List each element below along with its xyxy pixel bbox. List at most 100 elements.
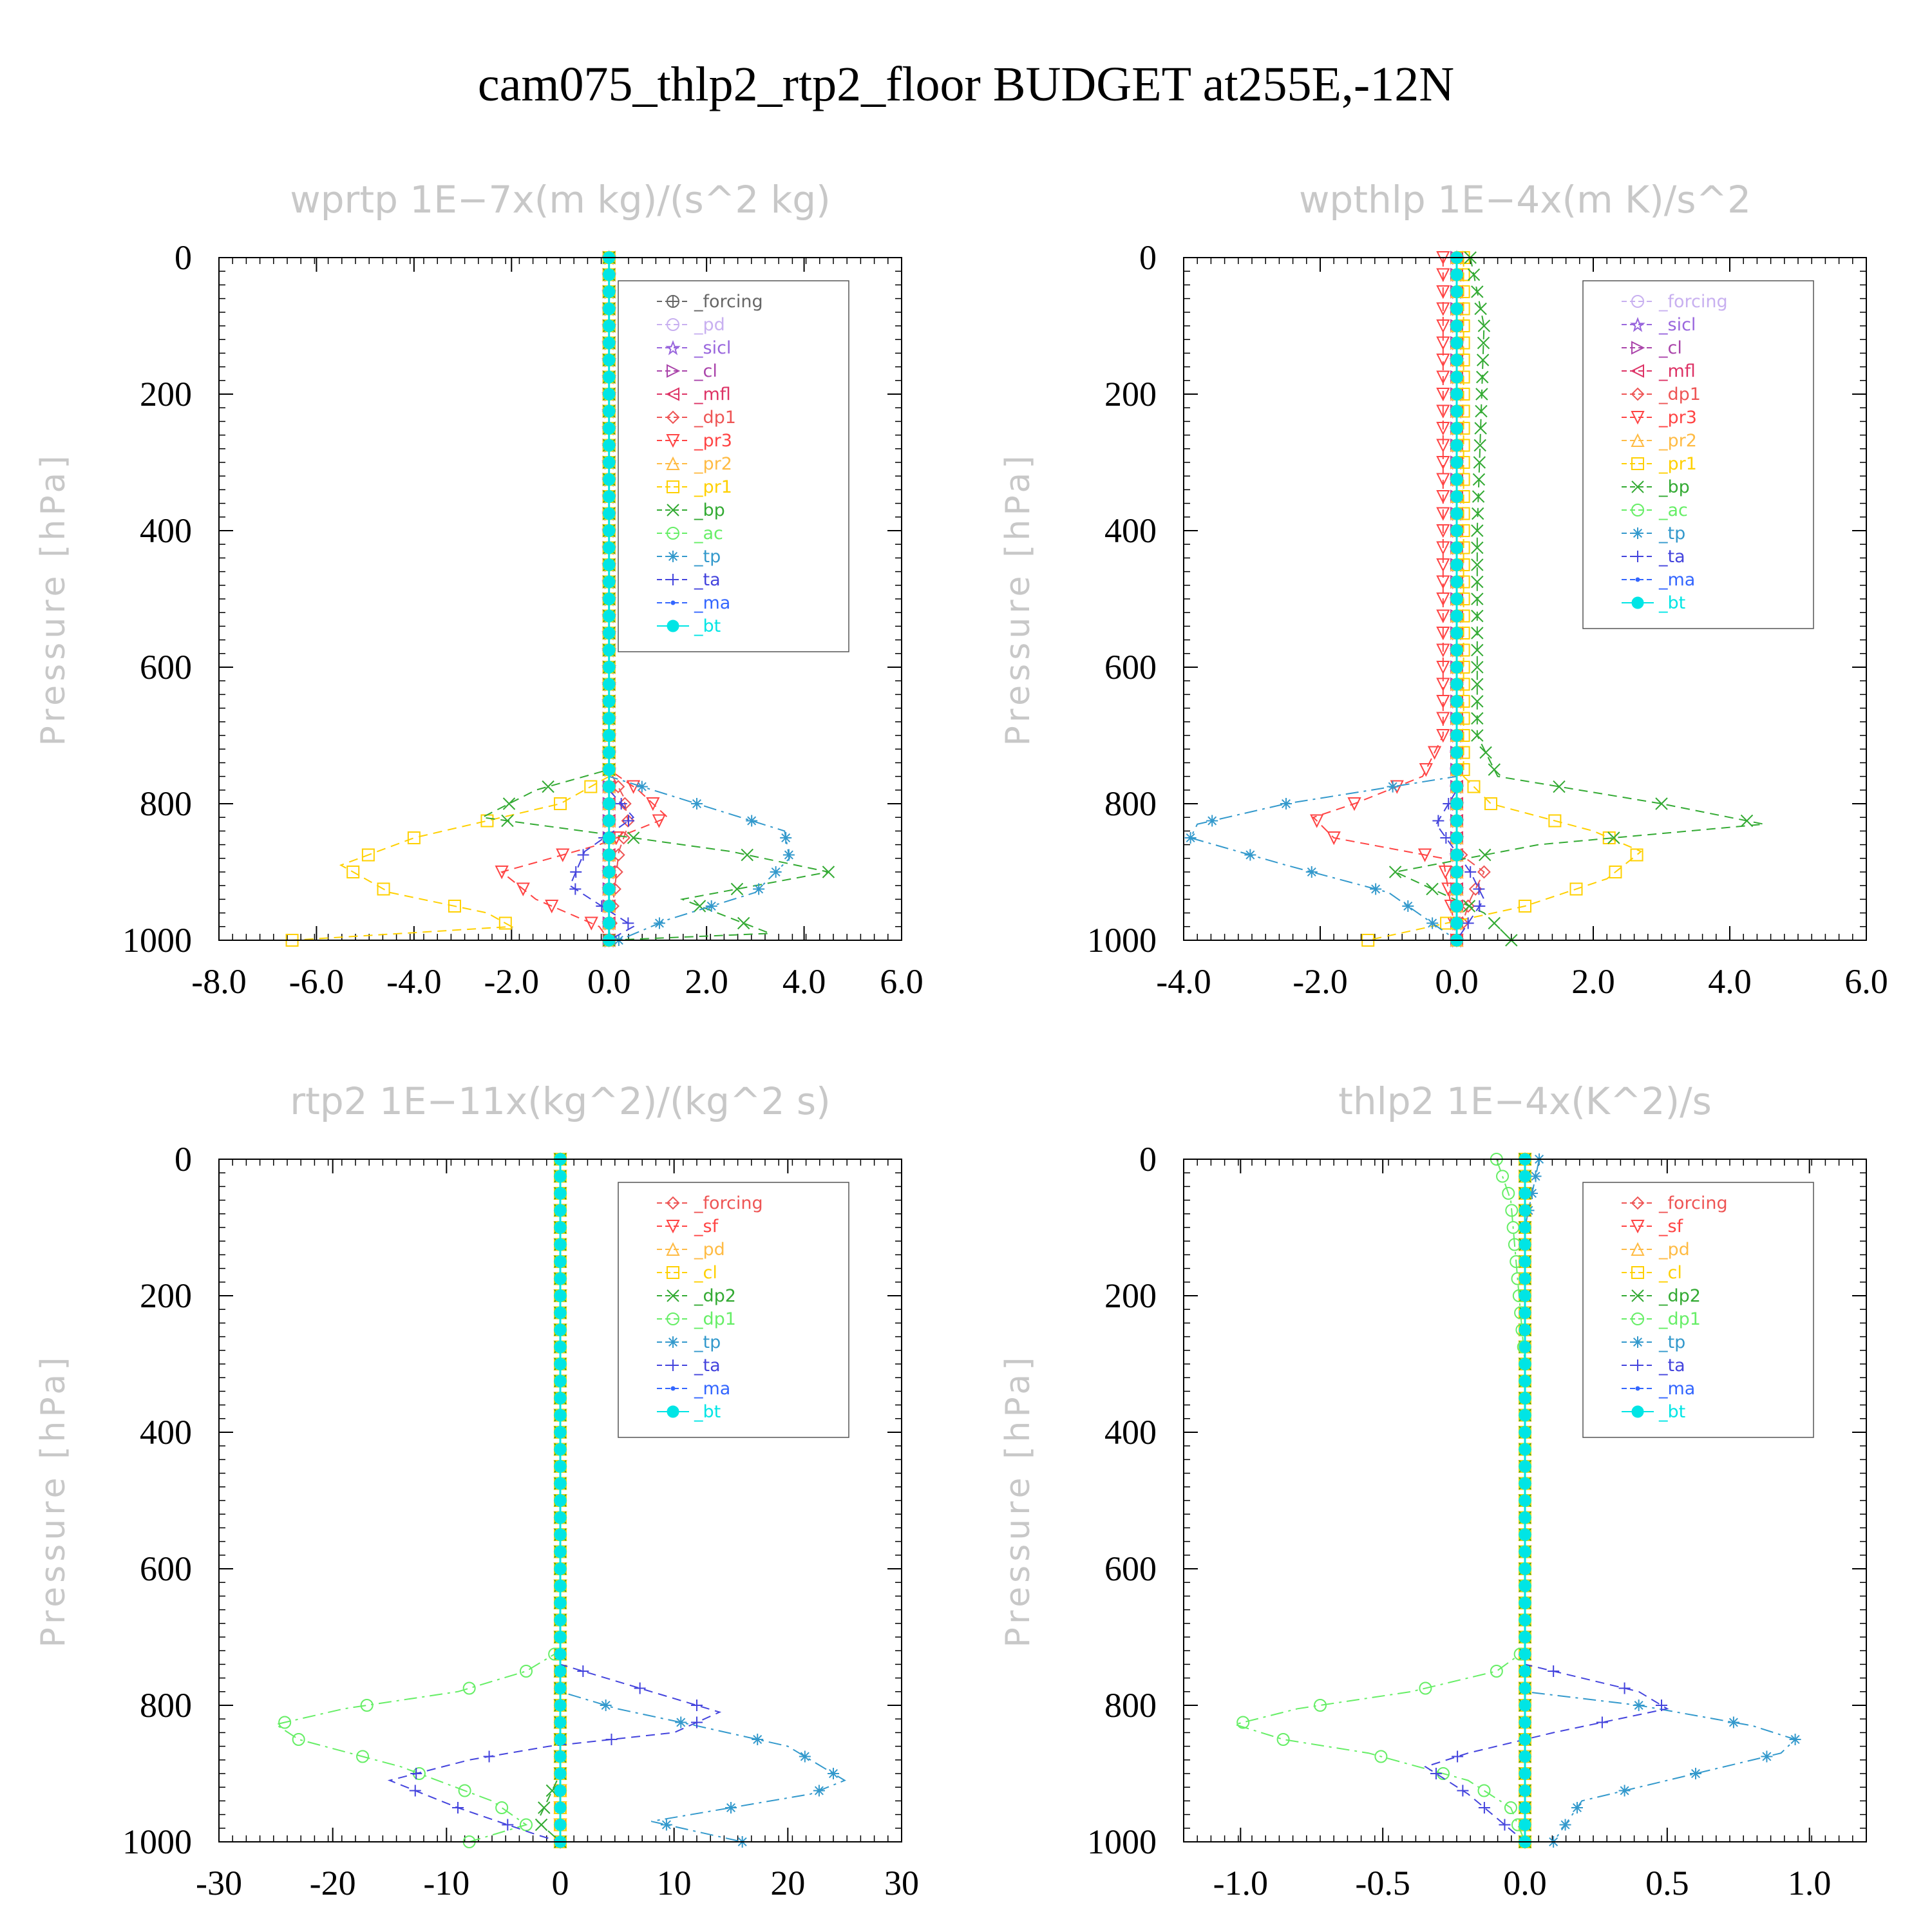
data-point bbox=[1519, 1733, 1531, 1746]
data-point bbox=[569, 883, 582, 895]
data-point bbox=[1484, 797, 1497, 810]
x-tick-label: -1.0 bbox=[1213, 1864, 1268, 1902]
legend-label: _ta bbox=[694, 1356, 721, 1376]
data-point bbox=[1519, 1750, 1531, 1763]
y-tick-label: 400 bbox=[140, 1413, 192, 1452]
data-point bbox=[1519, 1341, 1531, 1353]
data-point bbox=[409, 1785, 421, 1797]
x-tick-label: -6.0 bbox=[289, 962, 344, 1001]
data-point bbox=[691, 1700, 703, 1711]
data-point bbox=[1519, 1785, 1531, 1797]
data-point bbox=[554, 1546, 567, 1558]
data-point bbox=[1450, 524, 1463, 537]
data-point bbox=[1471, 729, 1484, 742]
data-point bbox=[1436, 490, 1450, 504]
series-bp bbox=[1388, 251, 1765, 947]
data-point bbox=[1452, 1750, 1464, 1763]
data-point bbox=[1314, 1699, 1327, 1712]
data-point bbox=[1450, 678, 1463, 690]
legend-item: _cl bbox=[1622, 338, 1682, 358]
data-point bbox=[1450, 695, 1463, 708]
data-point bbox=[554, 1273, 567, 1285]
data-point bbox=[1436, 388, 1450, 402]
data-point bbox=[603, 354, 616, 366]
data-point bbox=[603, 422, 616, 435]
data-point bbox=[361, 848, 375, 862]
legend-label: _pr2 bbox=[1658, 431, 1697, 451]
legend-item: _dp1 bbox=[657, 1309, 736, 1329]
data-point bbox=[603, 917, 616, 929]
data-point bbox=[1519, 1528, 1531, 1541]
data-point bbox=[1426, 917, 1439, 929]
legend-item: _pd bbox=[657, 1240, 725, 1260]
data-point bbox=[1602, 831, 1616, 844]
data-point bbox=[1471, 609, 1484, 623]
x-tick-label: 6.0 bbox=[880, 962, 923, 1001]
data-point bbox=[1427, 746, 1442, 760]
legend-item: _dp1 bbox=[657, 408, 736, 428]
legend-item: _cl bbox=[1622, 1263, 1682, 1283]
legend-marker bbox=[667, 620, 679, 632]
data-point bbox=[1436, 456, 1450, 470]
legend-marker bbox=[1632, 551, 1643, 562]
data-point bbox=[1618, 1785, 1631, 1797]
legend-label: _cl bbox=[694, 361, 717, 381]
legend-marker bbox=[1631, 387, 1645, 401]
data-point bbox=[603, 524, 616, 537]
data-point bbox=[495, 866, 509, 880]
data-point bbox=[1519, 1255, 1531, 1268]
data-point bbox=[1559, 1819, 1571, 1831]
data-point bbox=[1450, 542, 1463, 554]
legend-marker bbox=[665, 387, 679, 401]
legend-marker bbox=[1635, 577, 1640, 582]
data-point bbox=[603, 644, 616, 656]
data-point bbox=[623, 815, 634, 827]
y-tick-label: 400 bbox=[140, 511, 192, 550]
data-point bbox=[1519, 1323, 1531, 1336]
data-point bbox=[554, 1716, 567, 1728]
data-point bbox=[603, 337, 616, 349]
series-line bbox=[500, 258, 669, 941]
data-point bbox=[554, 1460, 567, 1473]
legend-item: _bt bbox=[657, 1402, 721, 1422]
x-tick-label: 2.0 bbox=[685, 962, 728, 1001]
data-point bbox=[554, 1341, 567, 1353]
y-tick-label: 200 bbox=[140, 375, 192, 413]
legend-label: _dp2 bbox=[694, 1286, 736, 1306]
data-point bbox=[1571, 1802, 1583, 1814]
y-tick-label: 1000 bbox=[1087, 1823, 1157, 1861]
legend-marker bbox=[667, 504, 679, 516]
data-point bbox=[554, 1767, 567, 1780]
legend-label: _pr3 bbox=[694, 431, 732, 451]
data-point bbox=[603, 490, 616, 503]
data-point bbox=[554, 1392, 567, 1405]
data-point bbox=[693, 900, 706, 913]
data-point bbox=[1477, 319, 1491, 332]
plot-frame bbox=[1183, 1159, 1867, 1842]
data-point bbox=[554, 1819, 567, 1831]
legend-marker bbox=[666, 1220, 680, 1234]
data-point bbox=[1519, 1238, 1531, 1251]
data-point bbox=[1450, 354, 1463, 366]
data-point bbox=[799, 1750, 811, 1763]
series-pr1 bbox=[285, 251, 616, 947]
data-point bbox=[502, 1819, 514, 1831]
data-point bbox=[1432, 815, 1444, 827]
data-point bbox=[554, 1631, 567, 1643]
data-point bbox=[356, 1750, 370, 1763]
y-tick-label: 800 bbox=[1104, 784, 1157, 823]
data-point bbox=[1519, 1477, 1531, 1490]
panel-title: wprtp 1E−7x(m kg)/(s^2 kg) bbox=[290, 178, 830, 222]
data-point bbox=[520, 1665, 533, 1678]
data-point bbox=[1499, 1819, 1511, 1831]
data-point bbox=[1417, 848, 1432, 862]
data-point bbox=[1519, 900, 1531, 913]
data-point bbox=[377, 882, 390, 896]
series-tp bbox=[1184, 252, 1463, 946]
legend-label: _ta bbox=[1658, 547, 1685, 567]
y-axis-label: Pressure [hPa] bbox=[34, 452, 73, 746]
data-point bbox=[1519, 1580, 1531, 1592]
data-point bbox=[554, 1477, 567, 1490]
data-point bbox=[1450, 797, 1463, 810]
legend-item: _ta bbox=[1622, 1356, 1685, 1376]
